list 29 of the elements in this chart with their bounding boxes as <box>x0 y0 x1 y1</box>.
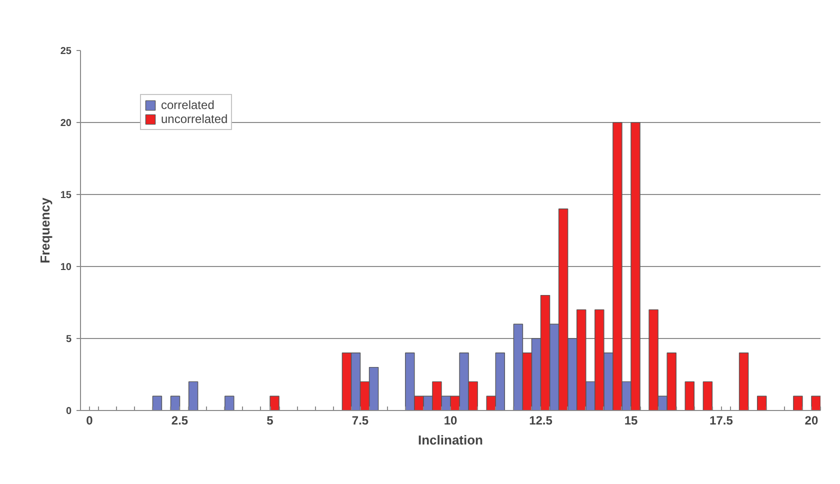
x-tick-label: 0 <box>86 414 94 428</box>
bar <box>702 381 713 410</box>
x-tick-label: 15 <box>624 414 638 428</box>
bar <box>793 396 803 410</box>
bar <box>756 396 767 410</box>
y-tick-label: 5 <box>66 334 72 345</box>
y-tick-label: 10 <box>60 262 72 273</box>
bar <box>811 396 820 410</box>
x-tick-label: 12.5 <box>529 414 553 428</box>
y-tick-label: 0 <box>66 406 72 417</box>
y-tick-label: 25 <box>60 46 72 57</box>
bar <box>738 352 749 410</box>
y-tick-label: 15 <box>60 190 72 201</box>
bar <box>684 381 695 410</box>
bar <box>270 396 280 410</box>
x-tick-label: 20 <box>804 414 818 428</box>
bar <box>224 396 234 410</box>
legend-label: correlated <box>161 98 214 112</box>
bar <box>188 381 198 410</box>
legend-label: uncorrelated <box>161 112 228 126</box>
x-tick-label: 17.5 <box>710 414 734 428</box>
x-tick-label: 7.5 <box>352 414 369 428</box>
bar <box>152 396 162 410</box>
y-tick-label: 20 <box>60 118 72 129</box>
x-axis-title: Inclination <box>418 432 484 448</box>
y-axis-title: Frequency <box>37 196 52 264</box>
x-tick-label: 10 <box>444 414 458 428</box>
x-tick-label: 2.5 <box>171 414 188 428</box>
x-tick-label: 5 <box>266 414 274 428</box>
